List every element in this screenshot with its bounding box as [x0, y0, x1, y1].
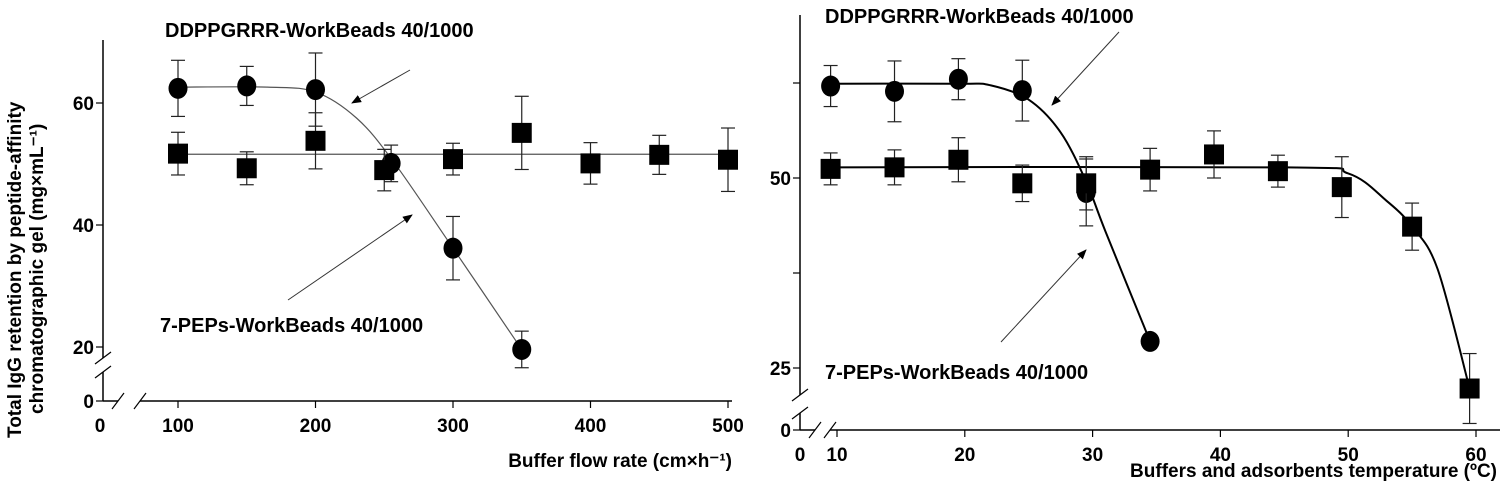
data-point-square: [1402, 216, 1423, 237]
ylabel-line-2: chromatographic gel (mg×mL⁻¹): [27, 124, 48, 414]
y-tick-label: 50: [770, 169, 791, 190]
x-break-mark: [808, 421, 822, 439]
x-tick-label: 200: [300, 416, 332, 437]
data-point-square: [1140, 159, 1161, 180]
annotation-arrow: [1000, 249, 1087, 343]
y-break-mark: [94, 365, 112, 379]
y-break-mark: [791, 388, 809, 402]
y-break-mark: [94, 351, 112, 365]
data-point-square: [168, 143, 188, 164]
x-tick-label: 10: [826, 445, 847, 466]
y-tick-label: 0: [83, 392, 94, 413]
data-point-square: [948, 149, 969, 170]
x-tick-label: 100: [162, 416, 194, 437]
x-tick-label: 300: [437, 416, 469, 437]
x-tick-label: 30: [1082, 445, 1103, 466]
data-point-square: [1331, 177, 1352, 198]
data-point-circle: [306, 79, 325, 101]
x-break-mark: [111, 392, 125, 410]
data-point-square: [1076, 173, 1097, 194]
data-point-circle: [1140, 330, 1160, 352]
data-point-square: [649, 144, 670, 165]
y-tick-label: 25: [770, 359, 792, 380]
x-tick-label: 60: [1465, 445, 1486, 466]
data-point-square: [884, 157, 905, 178]
data-point-square: [443, 149, 463, 170]
y-tick-label: 0: [780, 421, 791, 442]
data-point-circle: [948, 68, 968, 90]
x-tick-label: 50: [1338, 445, 1359, 466]
x-tick-label: 0: [795, 445, 806, 466]
data-point-circle: [885, 80, 905, 102]
x-tick-label: 400: [575, 416, 607, 437]
x-tick-label: 0: [95, 416, 106, 437]
x-break-mark: [133, 392, 147, 410]
data-point-square: [1012, 173, 1033, 194]
fit-curve: [830, 165, 1471, 389]
data-point-square: [305, 130, 326, 151]
annotation-ddppgrrr-left: DDPPGRRR-WorkBeads 40/1000: [165, 20, 474, 42]
fit-curve: [830, 82, 1152, 342]
xlabel-flow-rate: Buffer flow rate (cm×h⁻¹): [508, 451, 732, 472]
data-point-square: [580, 153, 601, 174]
chart-flow-rate: 0 20 40 60 0 100 200 300 400 500: [73, 40, 744, 437]
y-tick-label: 60: [73, 94, 94, 115]
data-point-square: [236, 158, 257, 179]
data-point-circle: [443, 237, 463, 259]
fit-curve: [177, 86, 523, 350]
y-break-mark: [791, 406, 809, 420]
annotation-7peps-left: 7-PEPs-WorkBeads 40/1000: [160, 315, 423, 337]
data-point-square: [718, 149, 738, 170]
x-tick-label: 500: [712, 416, 744, 437]
data-point-circle: [1012, 80, 1032, 102]
data-point-square: [1267, 161, 1288, 182]
annotation-arrow: [1051, 31, 1120, 106]
annotation-ddppgrrr-right: DDPPGRRR-WorkBeads 40/1000: [825, 6, 1134, 28]
y-tick-label: 20: [73, 338, 94, 359]
xlabel-temperature: Buffers and adsorbents temperature (ºC): [1130, 461, 1497, 482]
chart-temperature: 0 25 50 0 10 20 30 40 50 60: [770, 15, 1500, 466]
data-point-square: [511, 122, 532, 143]
data-point-square: [374, 160, 395, 181]
data-point-circle: [237, 75, 257, 97]
x-tick-label: 40: [1210, 445, 1231, 466]
annotation-arrow: [287, 214, 413, 301]
data-point-circle: [821, 75, 841, 97]
ylabel-line-1: Total IgG retention by peptide-affinity: [5, 101, 26, 438]
data-point-circle: [512, 338, 532, 360]
x-break-mark: [823, 421, 837, 439]
y-tick-label: 40: [73, 216, 94, 237]
data-point-square: [820, 158, 841, 179]
annotation-arrow: [351, 69, 411, 104]
annotation-7peps-right: 7-PEPs-WorkBeads 40/1000: [825, 362, 1088, 384]
data-point-square: [1459, 378, 1480, 399]
data-point-square: [1204, 144, 1225, 165]
data-point-circle: [168, 77, 188, 99]
x-tick-label: 20: [954, 445, 975, 466]
